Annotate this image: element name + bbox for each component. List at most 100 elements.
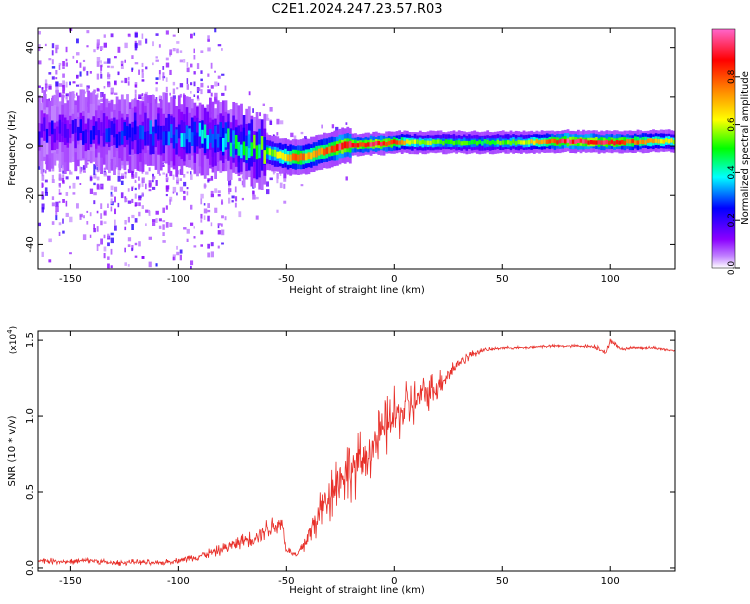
figure-title: C2E1.2024.247.23.57.R03 [271,2,443,17]
spectrogram-ridge-cell [654,138,658,143]
spectrogram-cell [155,263,158,267]
spectrogram-cell [138,94,142,99]
spectrogram-cell [217,245,220,249]
spectrogram-ridge-cell [152,131,155,146]
spectrogram-cell [44,192,48,196]
spectrogram-cell [165,30,169,35]
spectrogram-ridge-cell [463,140,466,146]
spectrogram-cell [148,167,151,172]
spectrogram-cell [120,80,124,83]
spectrogram-cell [69,216,73,223]
spectrogram-ridge-cell [569,139,572,145]
spectrogram-cell [131,174,135,179]
spectrogram-ridge-cell [232,130,236,145]
spectrogram-cell [103,221,107,224]
spectrogram-cell [228,179,232,186]
spectrogram-ridge-cell [364,143,368,148]
spectrogram-cell [145,223,147,226]
spectrogram-cell [179,50,183,53]
spectrogram-cell [100,46,104,51]
spectrogram-cell [234,196,238,202]
spectrogram-ridge-cell [82,131,85,145]
spectrogram-cell [93,169,96,175]
spectrogram-cell [283,200,287,204]
spectrogram-ridge-cell [245,146,249,160]
spectrogram-cell [96,245,99,251]
spectrogram-cell [186,62,189,67]
spectrogram-cell [100,71,102,74]
spectrogram-cell [207,73,210,77]
spectrogram-cell [138,184,140,190]
spectrogram-cell [76,52,80,56]
spectrogram-cell [217,190,221,194]
colorbar-tick-label: 0.8 [727,69,737,84]
spectrogram-ridge-cell [618,140,622,145]
spectrogram-cell [58,177,62,181]
spectrogram-cell [62,80,65,85]
spectrogram-cell [241,197,244,201]
spectrogram-ridge-cell [237,141,241,156]
spectrogram-cell [48,72,52,75]
spectrogram-cell [114,80,117,86]
spectrogram-cell [107,256,110,260]
spectrogram-ridge-cell [146,131,150,145]
spectrogram-ridge-cell [634,140,637,145]
spectrogram-ridge-cell [496,139,500,145]
spectrogram-cell [193,245,197,248]
spectrogram-cell [145,66,148,70]
spectrogram-cell [162,72,165,78]
spectrogram-cell [214,28,217,33]
spectrogram-cell [141,177,145,183]
spectrogram-ridge-cell [646,138,650,143]
spectrogram-cell [148,261,152,268]
spectrogram-ridge-cell [126,126,129,140]
spectrogram-ridge-cell [307,152,311,160]
spectrogram-ridge-cell [522,140,526,145]
spectrogram-cell [276,209,279,213]
spectrogram-ridge-cell [343,141,347,149]
spectrogram-ridge-cell [165,131,168,145]
spectrogram-cell [186,171,189,174]
spectrogram-cell [138,241,141,247]
spectrogram-cell [179,178,182,181]
spectrogram-ridge-cell [649,138,653,143]
spectrogram-ridge-cell [263,150,267,164]
spectrogram-ridge-cell [532,140,536,145]
spectrogram-ridge-cell [662,139,666,144]
spectrogram-cell [158,218,162,222]
spectrogram-cell [207,47,211,52]
spectrogram-cell [41,207,44,213]
spectrogram-cell [124,175,127,179]
spectrogram-ridge-cell [63,124,67,138]
spectrogram-cell [207,179,210,183]
spectrogram-cell [186,67,190,73]
spectrogram-cell [48,85,52,90]
spectrogram-cell [196,97,200,101]
spectrogram-cell [55,81,59,87]
spectrogram-cell [127,237,132,242]
spectrogram-cell [100,98,104,102]
spectrogram-cell [179,83,184,88]
spectrogram-ridge-cell [175,129,179,144]
spectrogram-cell [179,186,184,192]
spectrogram-cell [221,48,223,51]
spectrogram-cell [138,195,142,199]
spectrogram-cell [82,234,87,240]
spectrogram-ridge-cell [38,131,41,146]
spectrogram-ridge-cell [429,140,433,145]
spectrogram-cell [38,60,42,65]
spectrogram-cell [58,192,62,195]
spectrogram-cell [266,114,269,120]
spectrogram-ridge-cell [51,122,54,151]
spectrogram-cell [138,202,141,207]
spectrogram-ridge-cell [382,141,386,146]
snr-multiplier: (x104) [6,326,19,354]
spectrogram-ridge-cell [545,139,549,144]
colorbar-tick-label: 0.0 [727,261,737,276]
spectrogram-ridge-cell [400,140,404,145]
spectrogram-cell [148,180,152,186]
spectrogram-cell [86,162,89,165]
spectrogram-cell [107,72,110,76]
